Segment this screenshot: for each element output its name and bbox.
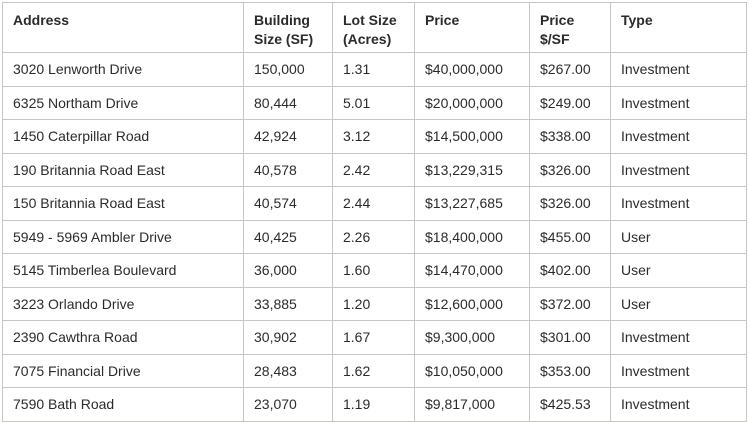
cell-building-size: 40,425	[243, 219, 333, 254]
column-header-address: Address	[2, 2, 244, 53]
table-row: 2390 Cawthra Road 30,902 1.67 $9,300,000…	[2, 320, 747, 355]
table-header: Address Building Size (SF) Lot Size (Acr…	[2, 2, 747, 53]
table-row: 150 Britannia Road East 40,574 2.44 $13,…	[2, 186, 747, 221]
cell-building-size: 36,000	[243, 253, 333, 288]
cell-building-size: 28,483	[243, 353, 333, 388]
table-body: 3020 Lenworth Drive 150,000 1.31 $40,000…	[2, 52, 747, 422]
cell-price-per-sf: $326.00	[529, 152, 611, 187]
column-header-type: Type	[610, 2, 747, 53]
cell-price-per-sf: $301.00	[529, 320, 611, 355]
cell-address: 150 Britannia Road East	[2, 186, 244, 221]
cell-address: 190 Britannia Road East	[2, 152, 244, 187]
cell-address: 1450 Caterpillar Road	[2, 119, 244, 154]
cell-price-per-sf: $338.00	[529, 119, 611, 154]
cell-price-per-sf: $249.00	[529, 85, 611, 120]
cell-building-size: 150,000	[243, 52, 333, 87]
cell-price: $14,500,000	[414, 119, 530, 154]
cell-address: 7590 Bath Road	[2, 387, 244, 422]
cell-price: $13,229,315	[414, 152, 530, 187]
cell-building-size: 33,885	[243, 286, 333, 321]
table-row: 190 Britannia Road East 40,578 2.42 $13,…	[2, 152, 747, 187]
cell-price-per-sf: $353.00	[529, 353, 611, 388]
cell-price: $20,000,000	[414, 85, 530, 120]
cell-building-size: 30,902	[243, 320, 333, 355]
cell-type: Investment	[610, 320, 747, 355]
cell-type: Investment	[610, 119, 747, 154]
cell-price: $40,000,000	[414, 52, 530, 87]
column-header-building-size: Building Size (SF)	[243, 2, 333, 53]
column-header-price: Price	[414, 2, 530, 53]
table-row: 1450 Caterpillar Road 42,924 3.12 $14,50…	[2, 119, 747, 154]
cell-lot-size: 2.26	[332, 219, 415, 254]
cell-type: Investment	[610, 152, 747, 187]
cell-lot-size: 2.44	[332, 186, 415, 221]
cell-type: User	[610, 286, 747, 321]
cell-price: $14,470,000	[414, 253, 530, 288]
cell-address: 5949 - 5969 Ambler Drive	[2, 219, 244, 254]
cell-building-size: 40,578	[243, 152, 333, 187]
column-header-lot-size: Lot Size (Acres)	[332, 2, 415, 53]
table-row: 3020 Lenworth Drive 150,000 1.31 $40,000…	[2, 52, 747, 87]
cell-type: User	[610, 253, 747, 288]
cell-building-size: 42,924	[243, 119, 333, 154]
cell-address: 2390 Cawthra Road	[2, 320, 244, 355]
cell-lot-size: 1.60	[332, 253, 415, 288]
cell-address: 5145 Timberlea Boulevard	[2, 253, 244, 288]
cell-lot-size: 3.12	[332, 119, 415, 154]
table-row: 3223 Orlando Drive 33,885 1.20 $12,600,0…	[2, 286, 747, 321]
cell-price-per-sf: $372.00	[529, 286, 611, 321]
cell-price-per-sf: $402.00	[529, 253, 611, 288]
cell-price-per-sf: $267.00	[529, 52, 611, 87]
cell-lot-size: 1.31	[332, 52, 415, 87]
cell-lot-size: 1.62	[332, 353, 415, 388]
cell-price-per-sf: $425.53	[529, 387, 611, 422]
header-row: Address Building Size (SF) Lot Size (Acr…	[2, 2, 747, 53]
cell-address: 3223 Orlando Drive	[2, 286, 244, 321]
table-row: 6325 Northam Drive 80,444 5.01 $20,000,0…	[2, 85, 747, 120]
cell-building-size: 40,574	[243, 186, 333, 221]
table-row: 7075 Financial Drive 28,483 1.62 $10,050…	[2, 353, 747, 388]
cell-price: $9,817,000	[414, 387, 530, 422]
cell-address: 3020 Lenworth Drive	[2, 52, 244, 87]
cell-type: Investment	[610, 186, 747, 221]
cell-type: Investment	[610, 353, 747, 388]
cell-lot-size: 1.20	[332, 286, 415, 321]
cell-price-per-sf: $326.00	[529, 186, 611, 221]
cell-price: $13,227,685	[414, 186, 530, 221]
table-row: 7590 Bath Road 23,070 1.19 $9,817,000 $4…	[2, 387, 747, 422]
cell-lot-size: 1.67	[332, 320, 415, 355]
cell-price-per-sf: $455.00	[529, 219, 611, 254]
cell-address: 7075 Financial Drive	[2, 353, 244, 388]
column-header-price-per-sf: Price $/SF	[529, 2, 611, 53]
cell-lot-size: 2.42	[332, 152, 415, 187]
cell-address: 6325 Northam Drive	[2, 85, 244, 120]
cell-building-size: 80,444	[243, 85, 333, 120]
cell-lot-size: 1.19	[332, 387, 415, 422]
cell-price: $12,600,000	[414, 286, 530, 321]
table-row: 5949 - 5969 Ambler Drive 40,425 2.26 $18…	[2, 219, 747, 254]
cell-price: $9,300,000	[414, 320, 530, 355]
table-row: 5145 Timberlea Boulevard 36,000 1.60 $14…	[2, 253, 747, 288]
cell-building-size: 23,070	[243, 387, 333, 422]
cell-lot-size: 5.01	[332, 85, 415, 120]
cell-type: User	[610, 219, 747, 254]
cell-price: $18,400,000	[414, 219, 530, 254]
cell-type: Investment	[610, 85, 747, 120]
cell-type: Investment	[610, 387, 747, 422]
cell-price: $10,050,000	[414, 353, 530, 388]
cell-type: Investment	[610, 52, 747, 87]
